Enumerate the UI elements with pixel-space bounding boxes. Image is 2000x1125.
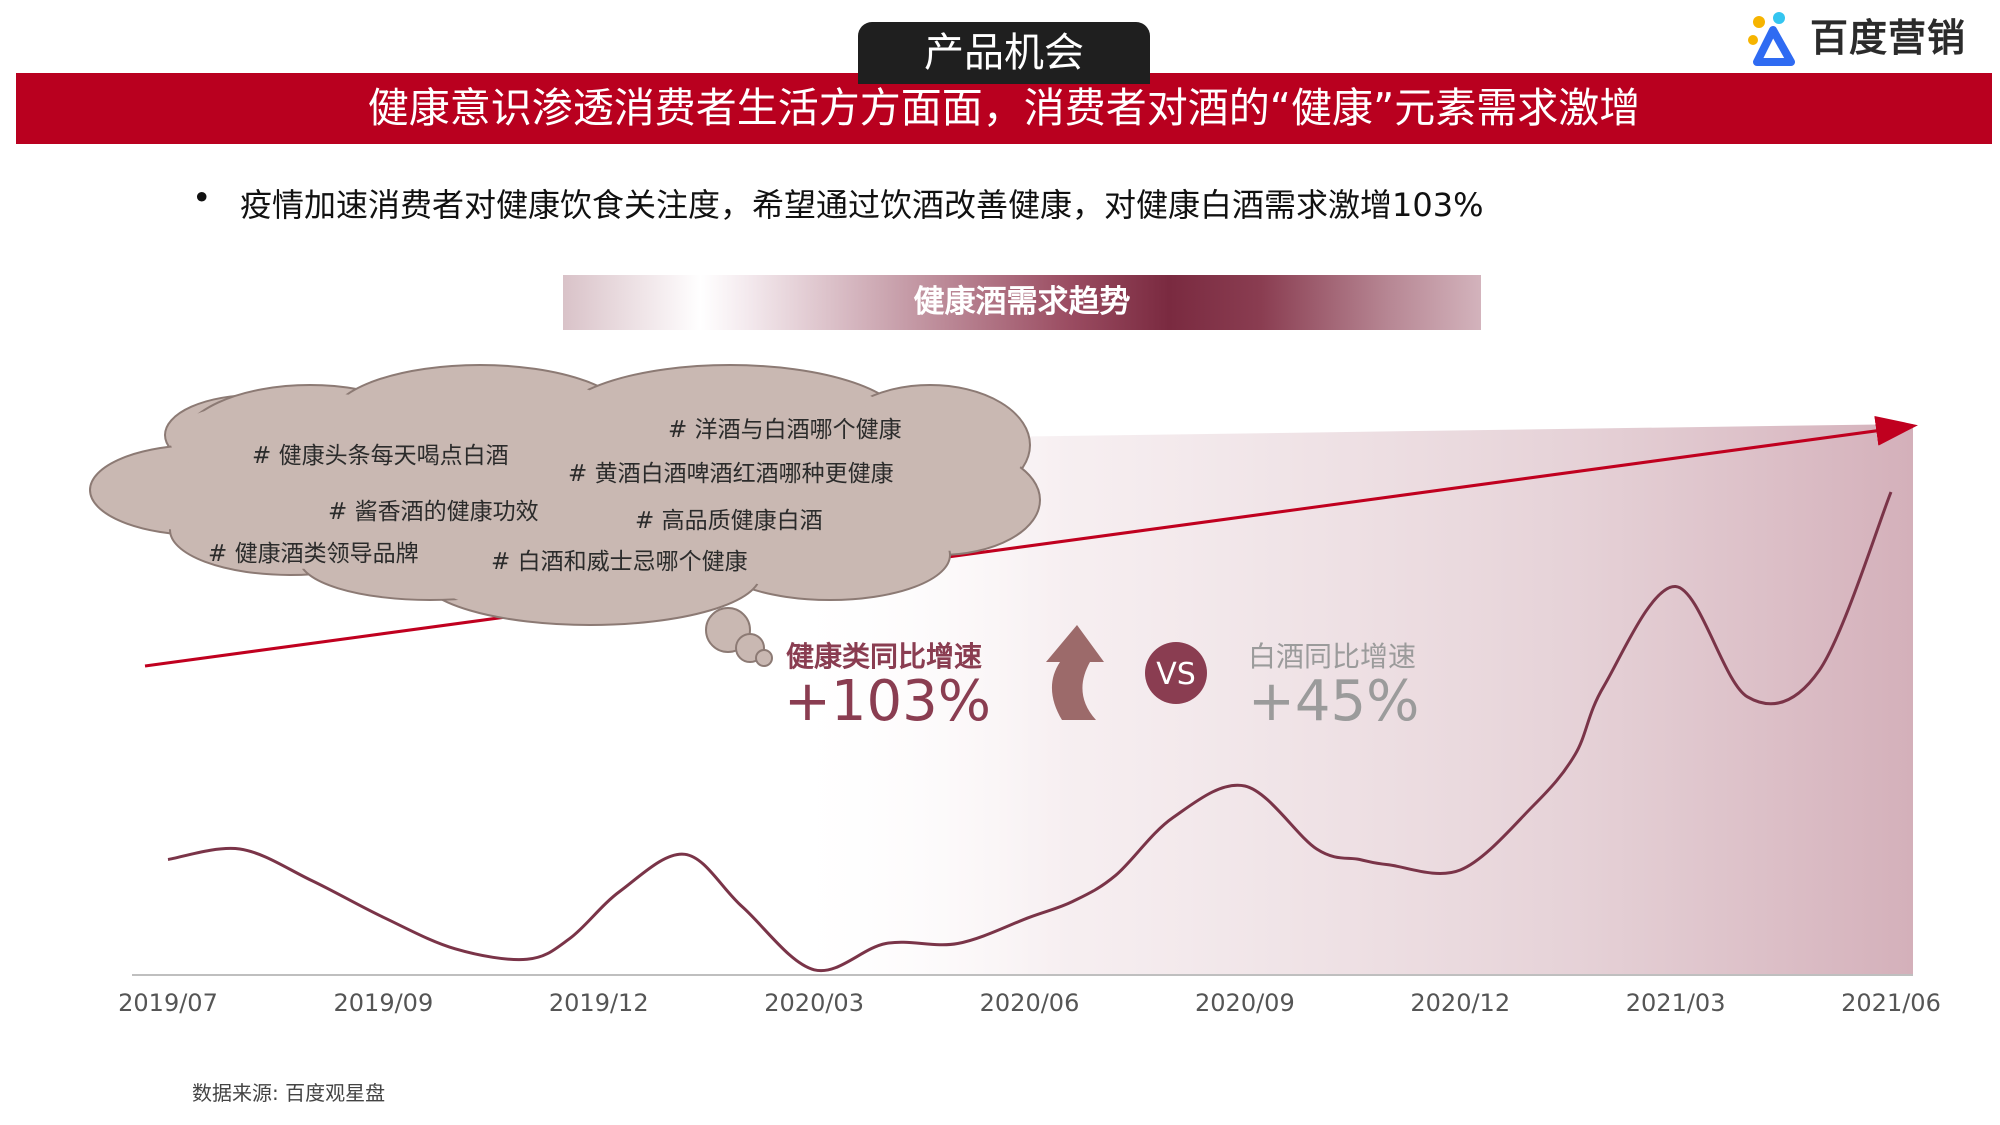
x-tick-label: 2019/12 [549, 989, 649, 1017]
cloud-tag-4: # 酱香酒的健康功效 [328, 499, 539, 525]
data-point [238, 847, 242, 851]
baijiu-growth-value: +45% [1248, 669, 1420, 734]
data-point [525, 957, 529, 961]
healthy-growth-label: 健康类同比增速 [786, 640, 983, 673]
data-point [683, 852, 687, 856]
data-source: 数据来源: 百度观星盘 [192, 1081, 386, 1105]
vs-label: VS [1156, 657, 1196, 692]
brand-logo: 百度营销 [1745, 10, 1980, 68]
data-point [1530, 805, 1534, 809]
cloud-tag-3: # 黄酒白酒啤酒红酒哪种更健康 [568, 461, 894, 487]
data-point [1028, 915, 1032, 919]
cloud-tag-6: # 健康酒类领导品牌 [208, 541, 419, 567]
data-point [1602, 684, 1606, 688]
data-point [618, 889, 622, 893]
baijiu-growth-label: 白酒同比增速 [1248, 640, 1417, 673]
data-point [1458, 868, 1462, 872]
trend-arrow [144, 415, 1918, 668]
chart-section-title: 健康酒需求趋势 [563, 275, 1481, 330]
baidu-logo-icon [1748, 12, 1795, 66]
data-point [310, 879, 314, 883]
vs-circle [1145, 642, 1207, 704]
cloud-tag-1: # 健康头条每天喝点白酒 [252, 443, 509, 469]
data-point [1889, 490, 1893, 494]
data-point [1243, 784, 1247, 788]
data-point [1745, 695, 1749, 699]
data-point [956, 942, 960, 946]
data-point [1817, 669, 1821, 673]
series-line [167, 491, 1893, 973]
data-point [1171, 816, 1175, 820]
data-point [166, 858, 170, 862]
data-point [1358, 858, 1362, 862]
x-tick-labels: 2019/07 2019/09 2019/12 2020/03 2020/06 2020/… [118, 989, 1941, 1017]
x-tick-label: 2020/12 [1410, 989, 1510, 1017]
thought-cloud [89, 364, 1041, 667]
data-point [1315, 847, 1319, 851]
cloud-tag-5: # 高品质健康白酒 [635, 508, 823, 534]
x-tick-label: 2019/07 [118, 989, 218, 1017]
bullet-marker: • [192, 178, 212, 217]
growth-arrow-icon [1046, 625, 1104, 720]
data-point [1386, 863, 1390, 867]
data-point [1573, 753, 1577, 757]
cloud-tag-7: # 白酒和威士忌哪个健康 [491, 549, 748, 575]
healthy-growth-value: +103% [784, 669, 992, 734]
data-point [1071, 900, 1075, 904]
data-point [884, 942, 888, 946]
x-tick-label: 2020/03 [764, 989, 864, 1017]
data-point [1114, 873, 1118, 877]
x-tick-label: 2020/09 [1195, 989, 1295, 1017]
logo-text: 百度营销 [1810, 16, 1967, 60]
x-tick-label: 2021/06 [1841, 989, 1941, 1017]
data-point [381, 915, 385, 919]
bullet-text: 疫情加速消费者对健康饮食关注度，希望通过饮酒改善健康，对健康白酒需求激增103% [240, 186, 1484, 224]
x-tick-label: 2019/09 [334, 989, 434, 1017]
x-tick-label: 2021/03 [1626, 989, 1726, 1017]
data-point [453, 947, 457, 951]
section-tag: 产品机会 [858, 22, 1150, 84]
data-point [1674, 585, 1678, 589]
cloud-tag-2: # 洋酒与白酒哪个健康 [668, 417, 902, 443]
data-point [812, 968, 816, 972]
headline-banner: 健康意识渗透消费者生活方方面面，消费者对酒的“健康”元素需求激增 [16, 73, 1992, 144]
x-tick-label: 2020/06 [980, 989, 1080, 1017]
shaded-region [780, 424, 1913, 975]
data-point [568, 936, 572, 940]
data-point [740, 905, 744, 909]
